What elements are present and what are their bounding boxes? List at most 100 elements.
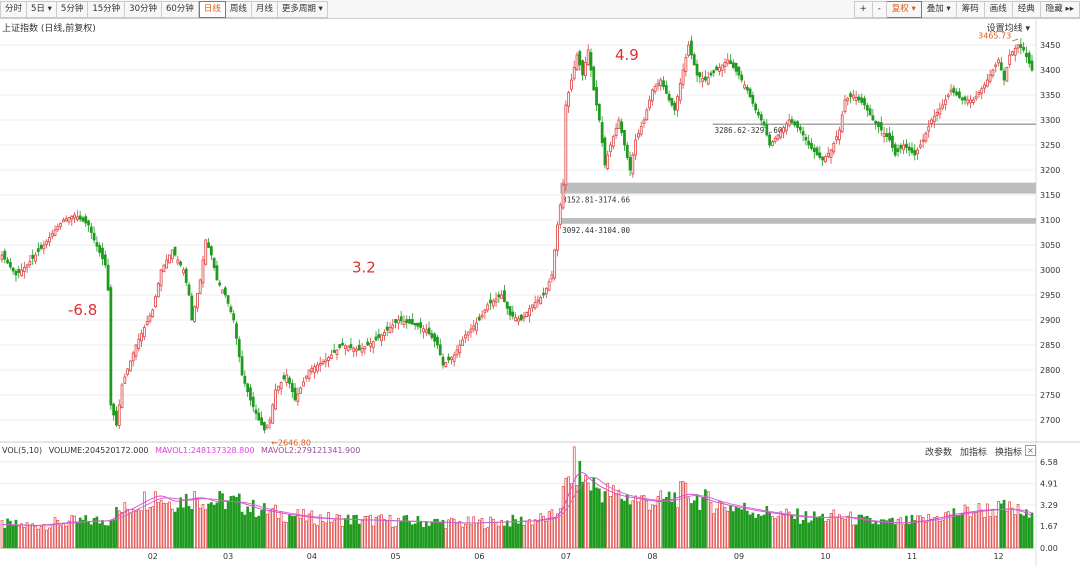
candle-body [196, 292, 199, 309]
tool-4[interactable]: 筹码 [956, 1, 985, 18]
tab-5[interactable]: 60分钟 [161, 1, 199, 18]
tool-6[interactable]: 经典 [1012, 1, 1041, 18]
x-month-label: 06 [474, 552, 484, 561]
candle-body [430, 333, 434, 338]
x-month-label: 11 [907, 552, 917, 561]
tool-7[interactable]: 隐藏 ▸▸ [1040, 1, 1080, 18]
volume-bar [279, 511, 283, 549]
tab-3[interactable]: 15分钟 [88, 1, 126, 18]
candle-body [466, 331, 470, 336]
candle-body [154, 296, 157, 308]
volume-bar [974, 512, 978, 549]
candle-body [483, 309, 487, 313]
candle-body [637, 132, 640, 138]
vol-tool-2[interactable]: 换指标 [994, 448, 1022, 458]
tab-0[interactable]: 分时 [0, 1, 28, 18]
candle-body [754, 103, 758, 111]
y-tick-label: 2900 [1040, 316, 1060, 325]
tab-7[interactable]: 周线 [225, 1, 252, 18]
candle-body [142, 327, 146, 338]
volume-bar [45, 529, 48, 549]
tab-8[interactable]: 月线 [251, 1, 278, 18]
volume-bar [879, 519, 883, 549]
volume-bar [436, 518, 439, 549]
candle-body [156, 282, 160, 298]
candle-body [623, 129, 626, 146]
candle-body [246, 383, 250, 393]
volume-bar [103, 525, 107, 549]
candle-body [357, 344, 361, 351]
candle-body [927, 126, 931, 132]
volume-bar [567, 476, 570, 549]
volume-bar [215, 502, 219, 549]
candle-body [391, 324, 395, 329]
tab-1[interactable]: 5日 ▾ [27, 1, 57, 18]
volume-bar [394, 526, 397, 549]
volume-bar [159, 499, 163, 549]
candle-body [486, 304, 490, 311]
candle-body [620, 121, 624, 133]
volume-bar [564, 477, 568, 549]
candle-body [25, 264, 29, 268]
candle-body [204, 239, 208, 265]
volume-bar [542, 516, 545, 549]
candle-body [126, 368, 129, 375]
volume-bar [609, 495, 612, 549]
tab-6[interactable]: 日线 [198, 1, 226, 18]
volume-bar [438, 522, 442, 549]
volume-bar [603, 491, 607, 549]
candle-body [938, 108, 942, 115]
candle-body [784, 123, 788, 132]
candle-body [299, 387, 303, 394]
volume-bar [210, 502, 213, 549]
x-month-label: 03 [223, 552, 233, 561]
volume-bar [84, 515, 88, 549]
set-ma-button[interactable]: 设置均线 ▾ [987, 21, 1030, 34]
tool-0[interactable]: + [853, 1, 873, 18]
volume-bar [720, 501, 724, 549]
tool-2[interactable]: 复权 ▾ [886, 1, 922, 18]
candle-body [399, 316, 403, 322]
candle-body [558, 204, 562, 225]
candle-body [396, 319, 400, 324]
candle-body [316, 364, 319, 372]
tool-3[interactable]: 叠加 ▾ [921, 1, 957, 18]
candle-body [260, 417, 263, 426]
tool-5[interactable]: 画线 [984, 1, 1013, 18]
volume-bar [606, 482, 610, 549]
candle-body [924, 132, 928, 142]
volume-bar [726, 510, 730, 549]
gap-band [560, 218, 1036, 224]
candle-body [997, 59, 1000, 64]
volume-bar [126, 508, 129, 549]
volume-bar [193, 491, 196, 549]
volume-bar [249, 512, 252, 549]
volume-bar [324, 522, 328, 549]
volume-bar [740, 509, 744, 549]
volume-bar [265, 513, 269, 549]
volume-bar [87, 521, 90, 549]
tab-9[interactable]: 更多周期 ▾ [277, 1, 328, 18]
candle-body [92, 232, 96, 241]
volume-bar [994, 515, 998, 549]
candle-body [659, 79, 663, 87]
volume-bar [494, 522, 498, 549]
tab-4[interactable]: 30分钟 [125, 1, 162, 18]
volume-bar [966, 506, 970, 549]
volume-bar [558, 508, 562, 549]
candle-body [371, 341, 375, 349]
tab-2[interactable]: 5分钟 [56, 1, 89, 18]
candle-body [36, 248, 40, 253]
volume-bar [785, 508, 788, 549]
candle-body [184, 268, 188, 283]
tool-1[interactable]: - [872, 1, 887, 18]
volume-bar [729, 505, 732, 549]
close-icon[interactable]: × [1025, 445, 1036, 456]
candle-body [941, 104, 945, 109]
candle-body [586, 49, 590, 65]
vol-tool-0[interactable]: 改参数 [924, 448, 952, 458]
volume-bar [327, 512, 330, 549]
volume-bar [1011, 507, 1014, 549]
vol-tool-1[interactable]: 加指标 [959, 448, 987, 458]
